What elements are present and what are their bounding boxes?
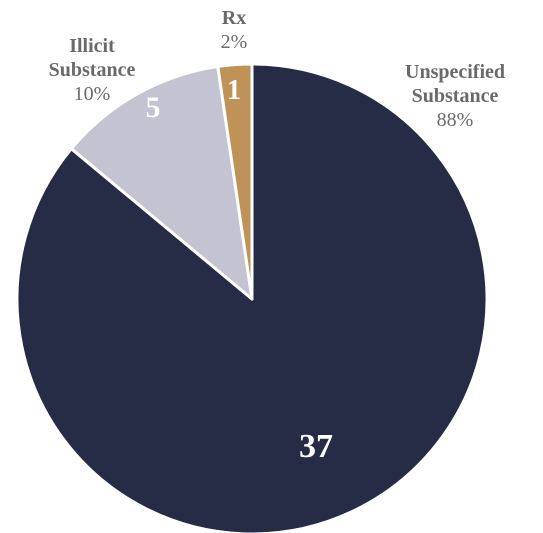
slice-value-label-rx: 1: [227, 75, 241, 106]
slice-value-label-unspecified-substance: 37: [299, 428, 333, 465]
slice-category-label-unspecified-substance-line-1: Unspecified: [405, 61, 505, 83]
slice-category-label-unspecified-substance-line-2: Substance: [412, 85, 499, 107]
slice-percent-label-illicit-substance: 10%: [74, 83, 111, 105]
slice-value-label-illicit-substance: 5: [146, 91, 161, 124]
pie-slice-rx: [216, 62, 254, 301]
pie-slice-illicit-substance: [69, 65, 254, 301]
slice-category-label-illicit-substance-line-2: Substance: [49, 59, 136, 81]
slice-category-label-rx-line-1: Rx: [222, 7, 246, 29]
slice-percent-label-rx: 2%: [221, 31, 248, 53]
slice-category-label-illicit-substance-line-1: Illicit: [69, 35, 115, 57]
slice-percent-label-unspecified-substance: 88%: [437, 109, 474, 131]
